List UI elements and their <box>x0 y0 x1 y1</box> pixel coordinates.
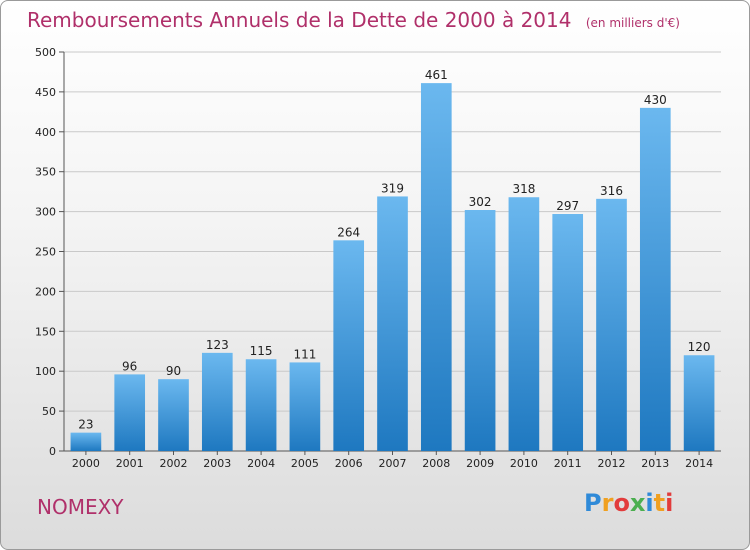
y-tick-label: 0 <box>49 445 56 458</box>
y-tick-label: 450 <box>35 86 56 99</box>
y-tick-label: 150 <box>35 325 56 338</box>
bar <box>201 352 233 451</box>
logo-letter: o <box>613 489 630 517</box>
bar <box>683 355 715 451</box>
logo-letter: r <box>601 489 614 517</box>
bar-value-label: 297 <box>556 199 579 213</box>
bar <box>596 198 627 451</box>
bar <box>158 379 189 451</box>
logo-letter: t <box>653 489 666 517</box>
bar-value-label: 120 <box>688 340 711 354</box>
chart-title: Remboursements Annuels de la Dette de 20… <box>27 8 680 32</box>
bar <box>245 359 277 451</box>
x-tick-label: 2002 <box>160 457 188 470</box>
x-tick-label: 2011 <box>554 457 582 470</box>
bar <box>114 374 146 451</box>
bar <box>420 83 452 451</box>
logo-letter: i <box>645 489 654 517</box>
x-tick-label: 2000 <box>72 457 100 470</box>
bar <box>333 240 365 451</box>
y-tick-label: 250 <box>35 246 56 259</box>
x-tick-label: 2012 <box>598 457 626 470</box>
bar-value-label: 123 <box>206 338 229 352</box>
bar <box>639 107 671 452</box>
x-tick-label: 2014 <box>685 457 713 470</box>
bar-value-label: 264 <box>337 225 360 239</box>
bar-value-label: 319 <box>381 181 404 195</box>
logo-letter: x <box>629 489 646 517</box>
bar-value-label: 23 <box>78 418 93 432</box>
bar-value-label: 115 <box>250 344 273 358</box>
x-tick-label: 2001 <box>116 457 144 470</box>
x-tick-label: 2008 <box>422 457 450 470</box>
bar-value-label: 90 <box>166 364 181 378</box>
logo-letter: i <box>665 489 674 517</box>
y-tick-label: 50 <box>42 405 56 418</box>
chart-title-text: Remboursements Annuels de la Dette de 20… <box>27 8 572 32</box>
x-tick-label: 2009 <box>466 457 494 470</box>
logo-letter: P <box>584 489 602 517</box>
bar-value-label: 430 <box>644 93 667 107</box>
x-tick-label: 2006 <box>335 457 363 470</box>
y-tick-label: 500 <box>35 46 56 59</box>
x-tick-label: 2005 <box>291 457 319 470</box>
bar <box>552 213 584 451</box>
bar-value-label: 316 <box>600 184 623 198</box>
chart-subtitle: (en milliers d'€) <box>585 16 680 30</box>
y-tick-label: 350 <box>35 166 56 179</box>
proxiti-logo: Proxiti <box>584 489 673 517</box>
bar-value-label: 111 <box>293 347 316 361</box>
bar <box>464 210 496 451</box>
x-tick-label: 2010 <box>510 457 538 470</box>
bar <box>70 432 102 451</box>
x-tick-label: 2004 <box>247 457 275 470</box>
bar <box>508 197 540 451</box>
bar-value-label: 96 <box>122 359 137 373</box>
bar <box>289 362 321 451</box>
bar-value-label: 461 <box>425 68 448 82</box>
bar-value-label: 302 <box>469 195 492 209</box>
bar <box>377 196 408 451</box>
x-tick-label: 2003 <box>203 457 231 470</box>
y-tick-label: 200 <box>35 285 56 298</box>
y-tick-label: 400 <box>35 126 56 139</box>
x-tick-label: 2007 <box>379 457 407 470</box>
commune-name: NOMEXY <box>37 495 124 519</box>
bar-value-label: 318 <box>512 182 535 196</box>
y-tick-label: 100 <box>35 365 56 378</box>
y-tick-label: 300 <box>35 206 56 219</box>
x-tick-label: 2013 <box>641 457 669 470</box>
